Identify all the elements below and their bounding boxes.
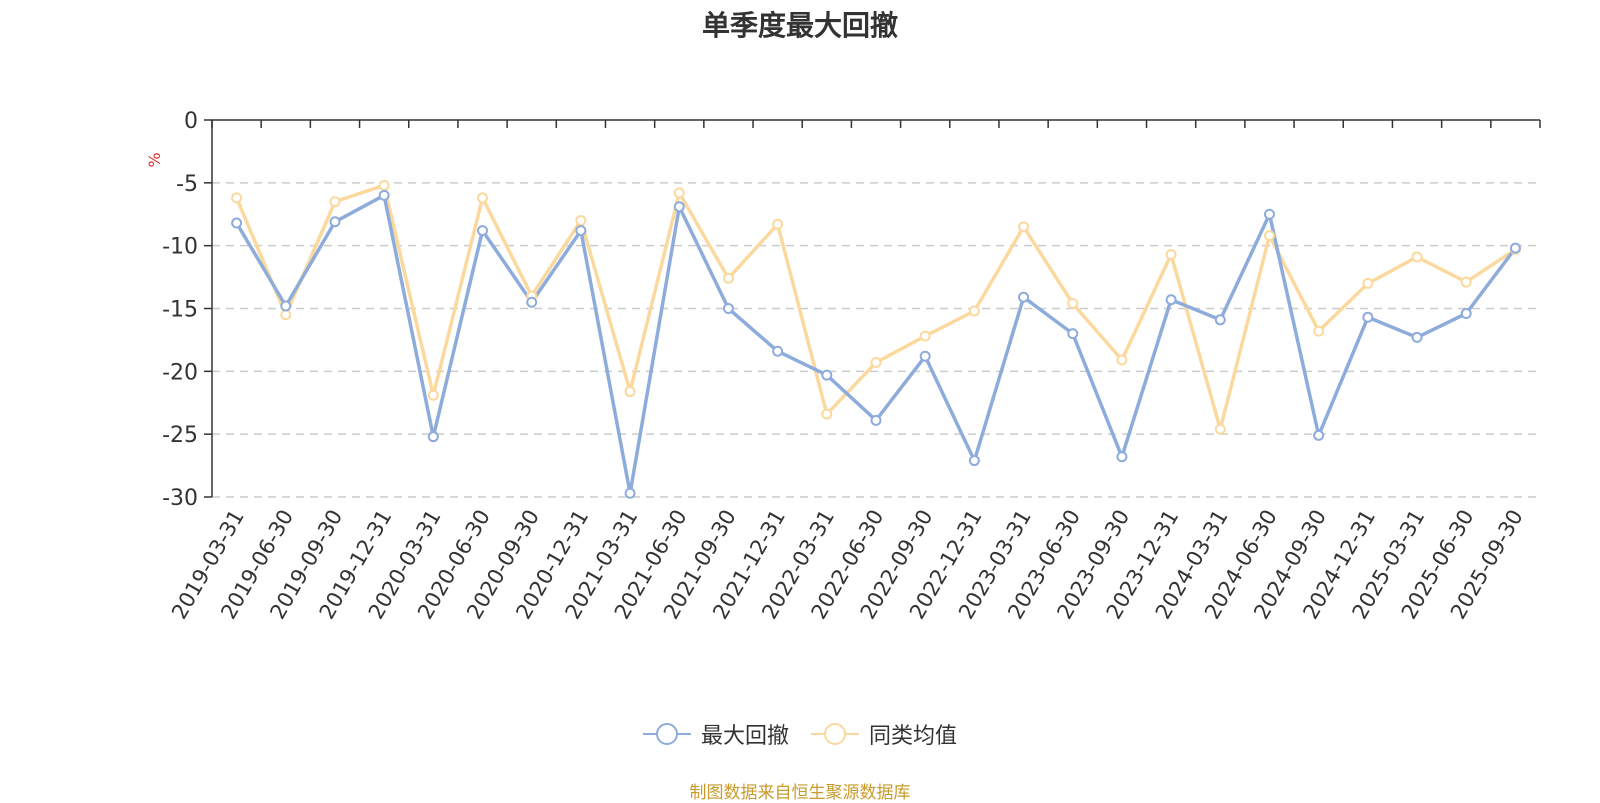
legend-label-peer-average: 同类均值	[869, 724, 958, 749]
data-point	[1362, 277, 1374, 289]
data-point	[870, 414, 882, 426]
data-point	[1313, 429, 1325, 441]
data-point	[919, 350, 931, 362]
data-point	[1411, 251, 1423, 263]
data-point	[1509, 242, 1521, 254]
data-point	[968, 455, 980, 467]
data-point	[378, 179, 390, 191]
data-point	[1067, 297, 1079, 309]
y-tick-label: -15	[162, 298, 198, 323]
data-point	[477, 192, 489, 204]
data-point	[1018, 221, 1030, 233]
data-point	[673, 187, 685, 199]
source-note: 制图数据来自恒生聚源数据库	[689, 783, 911, 803]
data-point	[1067, 328, 1079, 340]
data-point	[1362, 311, 1374, 323]
data-point	[1116, 354, 1128, 366]
data-point	[526, 296, 538, 308]
data-point	[575, 225, 587, 237]
data-point	[722, 272, 734, 284]
data-point	[427, 431, 439, 443]
data-point	[329, 196, 341, 208]
data-point	[1165, 294, 1177, 306]
y-tick-label: 0	[184, 109, 198, 134]
data-point	[231, 192, 243, 204]
data-point	[280, 300, 292, 312]
legend-item-drawdown[interactable]: 最大回撤	[642, 718, 789, 750]
data-point	[329, 216, 341, 228]
data-point	[821, 369, 833, 381]
data-point	[231, 217, 243, 229]
data-point	[821, 408, 833, 420]
data-point	[575, 215, 587, 227]
data-point	[722, 303, 734, 314]
legend-item-peer-average[interactable]: 同类均值	[811, 718, 957, 750]
legend-marker-drawdown	[642, 723, 691, 745]
data-point	[1018, 291, 1030, 303]
data-point	[1263, 230, 1275, 242]
data-point	[1460, 308, 1472, 320]
data-point	[1214, 314, 1226, 326]
data-point	[378, 189, 390, 201]
chart-title: 单季度最大回撤	[701, 9, 898, 42]
data-point	[1411, 331, 1423, 343]
y-axis-unit: %	[145, 152, 164, 167]
data-point	[280, 309, 292, 321]
data-point	[624, 487, 636, 499]
y-tick-label: -20	[162, 360, 198, 385]
data-point	[673, 201, 685, 213]
series-line-0	[235, 193, 1517, 495]
legend: 最大回撤 同类均值	[0, 718, 1600, 750]
data-point	[477, 225, 489, 237]
y-tick-label: -5	[176, 172, 198, 197]
y-tick-label: -10	[162, 235, 198, 260]
data-point	[1165, 248, 1177, 260]
data-point	[1313, 325, 1325, 337]
data-point	[968, 305, 980, 317]
series-line-1	[234, 183, 1517, 431]
legend-label-drawdown: 最大回撤	[700, 724, 789, 749]
data-point	[624, 385, 636, 397]
data-point	[919, 330, 931, 342]
data-point	[1214, 423, 1226, 435]
data-point	[772, 218, 784, 230]
data-point	[1116, 451, 1128, 463]
data-point	[1460, 276, 1472, 288]
y-tick-label: -30	[162, 486, 198, 511]
y-tick-label: -25	[162, 423, 198, 448]
data-point	[427, 389, 439, 401]
data-point	[870, 357, 882, 369]
data-point	[1263, 208, 1275, 220]
legend-marker-peer-average	[811, 723, 859, 745]
data-point	[772, 345, 784, 357]
